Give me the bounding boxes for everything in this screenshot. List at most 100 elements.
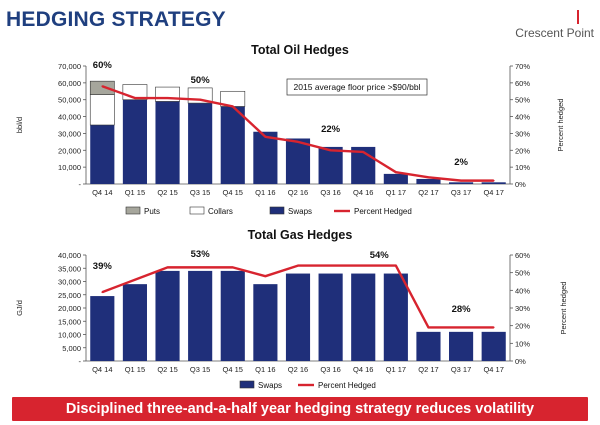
y-tick-label: 10,000	[58, 331, 81, 340]
percent-hedged-point	[427, 176, 430, 179]
bar-swaps	[318, 273, 343, 361]
legend-swatch-collars	[189, 206, 205, 215]
y2-axis-label: Percent hedged	[559, 282, 568, 335]
percent-annotation: 22%	[321, 124, 341, 135]
percent-hedged-point	[264, 275, 267, 278]
percent-hedged-point	[166, 97, 169, 99]
bar-collars	[89, 94, 115, 126]
percent-hedged-point	[362, 151, 365, 153]
x-tick-label: Q3 15	[190, 188, 210, 197]
x-tick-label: Q3 16	[320, 365, 340, 374]
y2-tick-label: 50%	[515, 96, 530, 105]
y2-tick-label: 20%	[515, 322, 530, 331]
y-tick-label: 20,000	[58, 304, 81, 313]
legend-label: Collars	[208, 207, 233, 216]
percent-hedged-point	[297, 264, 299, 267]
bar-swaps	[155, 101, 180, 184]
y2-tick-label: 30%	[515, 304, 530, 313]
legend-swatch-swaps	[269, 206, 285, 215]
legend-label: Puts	[144, 207, 160, 216]
chart-title: Total Oil Hedges	[251, 43, 349, 57]
percent-hedged-point	[394, 171, 397, 174]
x-tick-label: Q2 15	[157, 188, 177, 197]
bar-swaps	[90, 296, 115, 361]
chart-title: Total Gas Hedges	[248, 228, 353, 242]
x-tick-label: Q4 14	[92, 365, 112, 374]
y-axis-label: GJ/d	[15, 300, 24, 316]
y-tick-label: 30,000	[58, 278, 81, 287]
x-tick-label: Q2 16	[288, 365, 308, 374]
bar-puts	[89, 80, 115, 95]
y-tick-label: 40,000	[58, 251, 81, 260]
bar-swaps	[285, 273, 311, 361]
percent-annotation: 28%	[452, 304, 472, 315]
bar-swaps	[220, 270, 245, 361]
y2-tick-label: 60%	[515, 79, 530, 88]
bar-swaps	[253, 131, 278, 184]
bar-swaps	[188, 270, 213, 361]
summary-banner: Disciplined three-and-a-half year hedgin…	[12, 397, 588, 421]
x-tick-label: Q4 14	[92, 188, 112, 197]
x-tick-label: Q2 16	[288, 188, 308, 197]
y2-tick-label: 20%	[515, 146, 530, 155]
page-title: HEDGING STRATEGY	[6, 8, 226, 31]
y-tick-label: 5,000	[62, 344, 81, 353]
bar-swaps	[90, 125, 115, 184]
x-tick-label: Q1 16	[255, 188, 275, 197]
bar-swaps	[416, 331, 441, 361]
oil-hedges-chart: Total Oil Hedges - 10,000 20,000 30,000 40,00…	[0, 42, 600, 220]
y-tick-label: 15,000	[58, 317, 81, 326]
legend-label: Percent Hedged	[318, 381, 376, 390]
y-tick-label: -	[79, 180, 82, 189]
company-logo: Crescent Point	[482, 4, 594, 44]
x-tick-label: Q4 15	[223, 188, 243, 197]
gas-hedges-chart: Total Gas Hedges - 5,000 10,000 15,000 20,000…	[0, 224, 600, 394]
bar-swaps	[155, 270, 180, 361]
bar-swaps	[220, 106, 245, 184]
percent-hedged-point	[329, 149, 332, 152]
x-tick-label: Q1 17	[386, 365, 406, 374]
percent-hedged-point	[231, 266, 234, 269]
percent-hedged-point	[134, 278, 136, 281]
y2-tick-label: 70%	[515, 62, 530, 71]
x-tick-label: Q2 15	[157, 365, 177, 374]
bar-swaps	[188, 103, 213, 184]
x-tick-label: Q4 15	[223, 365, 243, 374]
percent-annotation: 50%	[191, 75, 211, 86]
percent-hedged-point	[231, 105, 234, 108]
y-tick-label: 40,000	[58, 113, 81, 122]
percent-hedged-point	[166, 266, 169, 269]
percent-hedged-point	[362, 264, 365, 267]
bar-swaps	[383, 173, 408, 184]
percent-annotation: 39%	[93, 261, 113, 272]
x-tick-label: Q1 17	[386, 188, 406, 197]
y2-tick-label: 40%	[515, 286, 530, 295]
crescent-logo-icon	[572, 8, 581, 26]
bar-swaps	[122, 284, 147, 361]
legend-label: Swaps	[288, 207, 312, 216]
y-tick-label: 50,000	[58, 96, 81, 105]
y-tick-label: 70,000	[58, 62, 81, 71]
y-tick-label: 25,000	[58, 291, 81, 300]
percent-annotation: 2%	[454, 157, 468, 168]
logo-text: Crescent Point	[515, 26, 594, 40]
y-tick-label: 30,000	[58, 129, 81, 138]
percent-hedged-point	[297, 140, 299, 143]
percent-hedged-point	[460, 179, 462, 182]
legend-label: Percent Hedged	[354, 207, 412, 216]
y2-tick-label: 0%	[515, 180, 526, 189]
y2-tick-label: 50%	[515, 269, 530, 278]
oil-hedges-svg: Total Oil Hedges - 10,000 20,000 30,000 40,00…	[15, 43, 565, 216]
x-tick-label: Q4 16	[353, 365, 373, 374]
x-tick-label: Q3 17	[451, 365, 471, 374]
x-tick-label: Q4 16	[353, 188, 373, 197]
gas-hedges-svg: Total Gas Hedges - 5,000 10,000 15,000 20,000…	[15, 228, 568, 390]
y2-tick-label: 10%	[515, 339, 530, 348]
percent-hedged-point	[394, 264, 397, 267]
bar-swaps	[416, 178, 441, 184]
percent-hedged-point	[134, 97, 136, 99]
percent-hedged-point	[101, 291, 104, 293]
y-axis-label: bbl/d	[15, 117, 24, 133]
x-tick-label: Q1 16	[255, 365, 275, 374]
y-tick-label: -	[79, 357, 82, 366]
